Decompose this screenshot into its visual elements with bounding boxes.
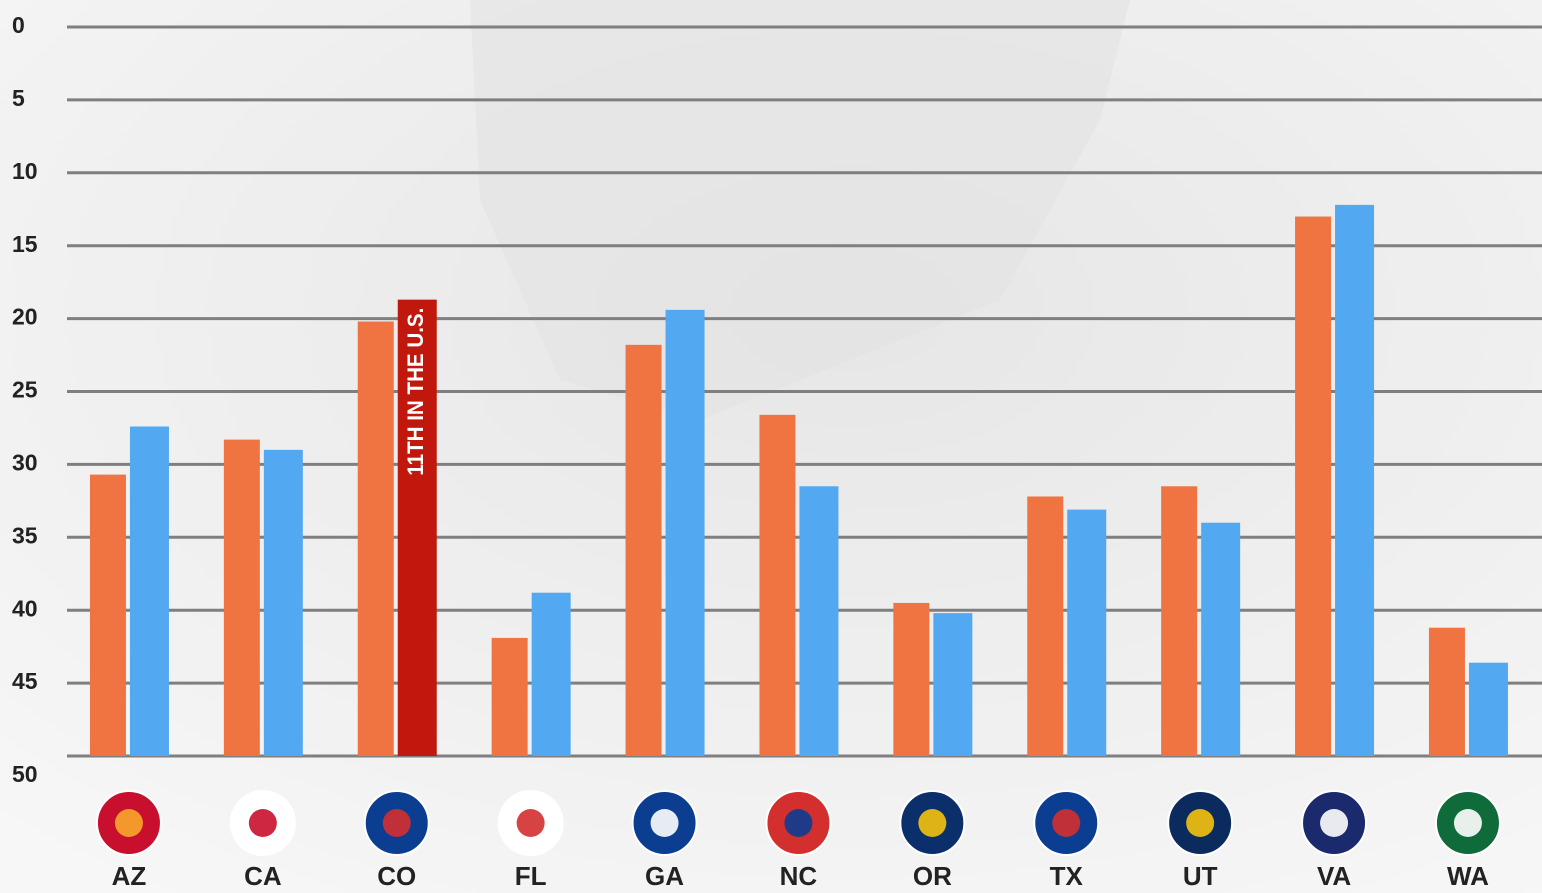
- bar: [665, 309, 705, 756]
- background-shape: [470, 0, 1130, 420]
- y-tick-label: 45: [12, 668, 38, 694]
- x-tick-label: CO: [377, 861, 416, 891]
- flag-emblem: [516, 809, 545, 837]
- flag-emblem: [382, 809, 411, 837]
- flag-emblem: [784, 809, 813, 837]
- flag-emblem: [650, 809, 679, 837]
- y-tick-label: 50: [12, 761, 38, 787]
- bar: [625, 344, 662, 756]
- flag-emblem: [1186, 809, 1215, 837]
- bar: [89, 474, 126, 756]
- bar: [1201, 522, 1241, 756]
- bar: [799, 486, 839, 756]
- bar: [263, 449, 303, 756]
- y-tick-label: 10: [12, 158, 38, 184]
- bar: [893, 602, 930, 756]
- x-tick-label: TX: [1050, 861, 1084, 891]
- y-tick-label: 15: [12, 231, 38, 257]
- bar: [1027, 496, 1064, 756]
- bar: [1468, 662, 1508, 756]
- x-tick-label: NC: [780, 861, 818, 891]
- flag-emblem: [1453, 809, 1482, 837]
- flag-emblem: [248, 809, 277, 837]
- bar: [223, 439, 260, 756]
- bar: [397, 299, 437, 756]
- flag-emblem: [114, 809, 143, 837]
- flag-emblem: [1320, 809, 1349, 837]
- x-tick-label: VA: [1317, 861, 1351, 891]
- x-tick-label: AZ: [112, 861, 147, 891]
- annotation: 11TH IN THE U.S.: [403, 308, 428, 476]
- y-tick-label: 5: [12, 85, 25, 111]
- flag-emblem: [918, 809, 947, 837]
- bar: [531, 592, 571, 756]
- y-tick-label: 30: [12, 449, 38, 475]
- bar: [1428, 627, 1465, 756]
- bar: [1335, 204, 1375, 757]
- x-tick-label: GA: [645, 861, 684, 891]
- bar: [357, 321, 394, 756]
- bar: [1067, 509, 1107, 756]
- bar: [491, 637, 528, 756]
- y-tick-label: 25: [12, 377, 38, 403]
- bar: [129, 426, 169, 756]
- x-tick-label: UT: [1183, 861, 1218, 891]
- bar: [1295, 216, 1332, 757]
- bar: [759, 414, 796, 756]
- y-tick-label: 35: [12, 522, 38, 548]
- x-tick-label: FL: [515, 861, 547, 891]
- y-tick-label: 0: [12, 12, 25, 38]
- x-tick-label: OR: [913, 861, 952, 891]
- flags: [95, 790, 1501, 856]
- bar: [1161, 486, 1198, 756]
- flag-emblem: [1052, 809, 1081, 837]
- bar: [933, 613, 973, 756]
- x-tick-label: WA: [1447, 861, 1489, 891]
- y-tick-label: 40: [12, 595, 38, 621]
- y-tick-label: 20: [12, 304, 38, 330]
- x-tick-label: CA: [244, 861, 282, 891]
